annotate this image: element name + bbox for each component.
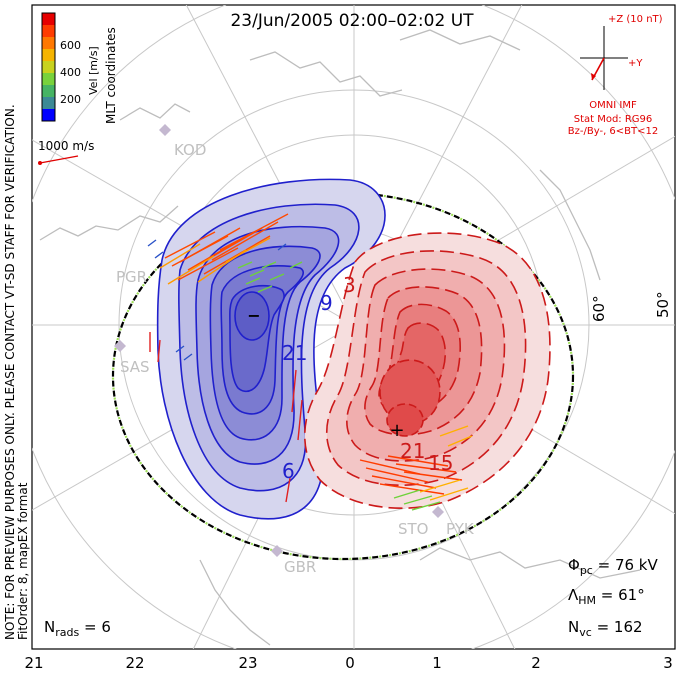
station-label-gbr: GBR (284, 558, 316, 576)
colorbar-tick-200: 200 (60, 93, 81, 106)
velocity-vectors (147, 213, 473, 511)
station-label-pyk: PYK (446, 520, 475, 538)
radar-count-stat: Nrads = 6 (44, 618, 111, 639)
contour-label: 21 (282, 341, 307, 365)
mlt-tick: 0 (345, 654, 355, 672)
contour-label: 21 (400, 439, 425, 463)
svg-text:Φpc = 76 kV: Φpc = 76 kV (568, 556, 658, 577)
colorbar-tick-600: 600 (60, 39, 81, 52)
imf-source-label: OMNI IMF (589, 100, 637, 111)
station-label-kod: KOD (174, 141, 206, 159)
imf-condition-label: Bz-/By-, 6<BT<12 (568, 126, 658, 137)
velocity-colorbar (41, 12, 56, 122)
preview-note: NOTE: FOR PREVIEW PURPOSES ONLY. PLEASE … (3, 104, 17, 640)
potential-maximum-marker: + (389, 420, 404, 441)
vector-scale-arrow (39, 155, 79, 164)
dawn-convection-cell (303, 232, 551, 509)
mlt-axis: 21 22 23 0 1 2 3 (24, 654, 672, 672)
contour-label: 9 (320, 291, 333, 315)
vector-scale-label: 1000 m/s (38, 139, 94, 153)
coordinate-system-label: MLT coordinates (104, 27, 118, 124)
imf-clock-dial (580, 26, 628, 90)
contour-label: 6 (282, 459, 295, 483)
colorbar-tick-400: 400 (60, 66, 81, 79)
imf-z-label: +Z (10 nT) (608, 14, 663, 25)
latitude-label-50: 50° (654, 291, 672, 318)
mlt-tick: 23 (238, 654, 257, 672)
colorbar-unit: Vel [m/s] (87, 46, 100, 95)
dusk-convection-cell (156, 178, 386, 520)
map-title: 23/Jun/2005 02:00–02:02 UT (230, 11, 474, 31)
svg-text:Nvc = 162: Nvc = 162 (568, 618, 643, 639)
mlt-tick: 21 (24, 654, 43, 672)
coastlines (39, 29, 641, 646)
mlt-tick: 2 (531, 654, 541, 672)
station-label-sas: SAS (120, 358, 150, 376)
latitude-label-60: 60° (590, 295, 608, 322)
hm-boundary-stat: ΛHM = 61° (568, 586, 645, 607)
imf-y-label: +Y (628, 58, 643, 69)
station-markers (114, 124, 444, 557)
vector-count-stat: Nvc = 162 (568, 618, 643, 639)
mlt-tick: 22 (125, 654, 144, 672)
contour-label: 15 (428, 451, 453, 475)
mlt-tick: 1 (432, 654, 442, 672)
potential-minimum-marker: − (247, 306, 260, 325)
statistical-model-label: Stat Mod: RG96 (574, 114, 653, 125)
fit-order-note: FitOrder: 8, mapEX format (16, 482, 30, 640)
contour-label: 3 (343, 273, 356, 297)
svg-text:ΛHM = 61°: ΛHM = 61° (568, 586, 645, 607)
svg-text:Nrads = 6: Nrads = 6 (44, 618, 111, 639)
station-label-pgr: PGR (116, 268, 147, 286)
mlt-tick: 3 (663, 654, 673, 672)
cross-polar-potential-stat: Φpc = 76 kV (568, 556, 658, 577)
station-label-sto: STO (398, 520, 429, 538)
